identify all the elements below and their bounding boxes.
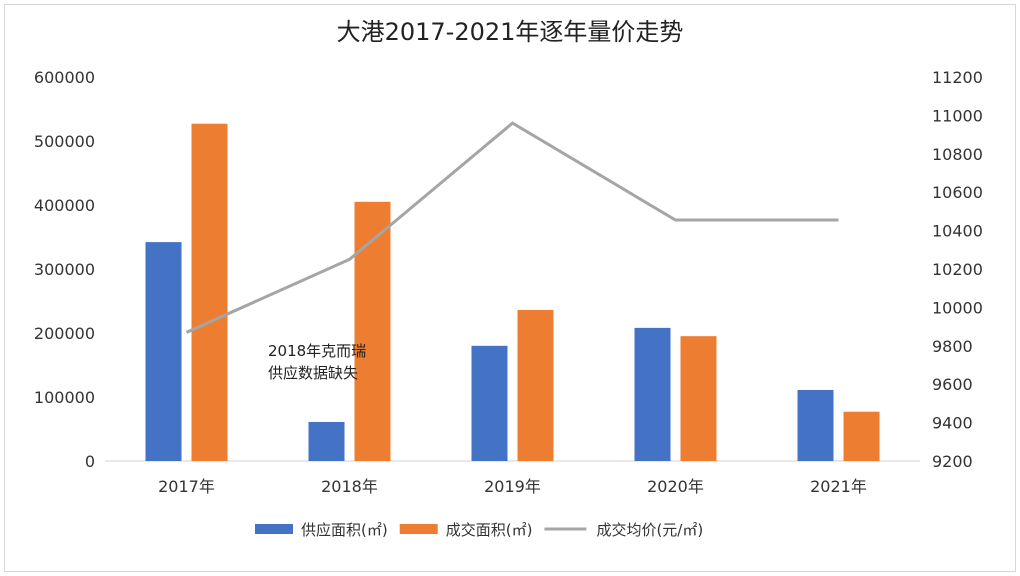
left-tick-label: 600000 [34, 68, 95, 87]
legend-swatch [255, 524, 293, 534]
x-tick-label: 2019年 [484, 477, 541, 496]
x-tick-label: 2020年 [647, 477, 704, 496]
right-tick-label: 11200 [932, 68, 983, 87]
legend-label: 成交面积(㎡) [446, 521, 533, 539]
bar-deal [517, 309, 554, 461]
chart-title: 大港2017-2021年逐年量价走势 [337, 18, 684, 46]
left-tick-label: 400000 [34, 196, 95, 215]
left-tick-label: 0 [85, 452, 95, 471]
left-tick-label: 300000 [34, 260, 95, 279]
price-line [185, 121, 839, 334]
x-tick-label: 2021年 [810, 477, 867, 496]
x-tick-label: 2017年 [158, 477, 215, 496]
legend-swatch [399, 524, 438, 534]
bar-deal [354, 201, 391, 462]
legend-label: 成交均价(元/㎡) [596, 521, 703, 539]
annotation-text: 供应数据缺失 [268, 364, 358, 382]
right-tick-label: 10600 [932, 183, 983, 202]
right-tick-label: 9800 [932, 337, 973, 356]
bar-supply [471, 345, 508, 461]
right-tick-label: 9400 [932, 414, 973, 433]
bar-deal [680, 336, 717, 461]
right-tick-label: 9600 [932, 375, 973, 394]
bar-supply [634, 327, 671, 461]
right-tick-label: 9200 [932, 452, 973, 471]
bar-deal [843, 411, 880, 461]
bar-supply [145, 242, 182, 461]
left-tick-label: 500000 [34, 132, 95, 151]
bar-supply [797, 389, 834, 461]
chart-frame [4, 4, 1016, 572]
annotation-text: 2018年克而瑞 [268, 342, 366, 360]
right-tick-label: 10200 [932, 260, 983, 279]
x-tick-label: 2018年 [321, 477, 378, 496]
right-tick-label: 10000 [932, 298, 983, 317]
right-tick-label: 10400 [932, 222, 983, 241]
left-tick-label: 200000 [34, 324, 95, 343]
bar-supply [308, 421, 345, 461]
legend-label: 供应面积(㎡) [301, 521, 388, 539]
left-tick-label: 100000 [34, 388, 95, 407]
bar-deal [191, 123, 228, 461]
right-tick-label: 11000 [932, 106, 983, 125]
right-tick-label: 10800 [932, 145, 983, 164]
